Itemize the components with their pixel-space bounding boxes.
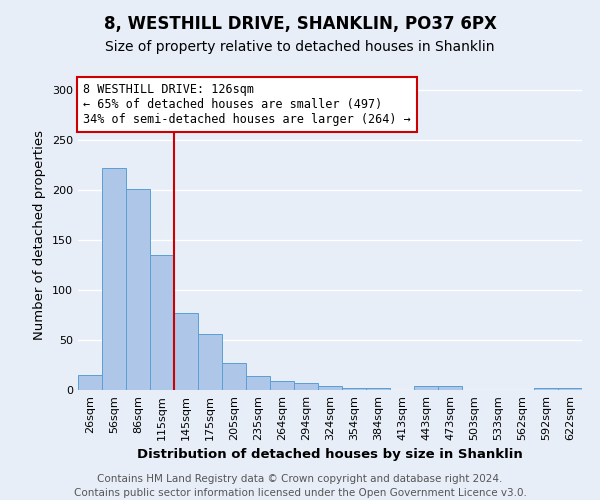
- Text: 8 WESTHILL DRIVE: 126sqm
← 65% of detached houses are smaller (497)
34% of semi-: 8 WESTHILL DRIVE: 126sqm ← 65% of detach…: [83, 83, 411, 126]
- Bar: [558, 388, 582, 390]
- Bar: [102, 168, 126, 390]
- Bar: [126, 189, 150, 390]
- Text: 8, WESTHILL DRIVE, SHANKLIN, PO37 6PX: 8, WESTHILL DRIVE, SHANKLIN, PO37 6PX: [104, 15, 496, 33]
- Bar: [414, 386, 438, 390]
- Y-axis label: Number of detached properties: Number of detached properties: [34, 130, 46, 340]
- Bar: [198, 334, 222, 390]
- Bar: [222, 363, 246, 390]
- Bar: [318, 386, 342, 390]
- Bar: [438, 386, 462, 390]
- Bar: [294, 383, 318, 390]
- Text: Size of property relative to detached houses in Shanklin: Size of property relative to detached ho…: [105, 40, 495, 54]
- Bar: [342, 388, 366, 390]
- Bar: [246, 376, 270, 390]
- Bar: [78, 375, 102, 390]
- Bar: [534, 388, 558, 390]
- Text: Contains HM Land Registry data © Crown copyright and database right 2024.
Contai: Contains HM Land Registry data © Crown c…: [74, 474, 526, 498]
- Bar: [174, 313, 198, 390]
- Bar: [150, 255, 174, 390]
- X-axis label: Distribution of detached houses by size in Shanklin: Distribution of detached houses by size …: [137, 448, 523, 462]
- Bar: [366, 388, 390, 390]
- Bar: [270, 381, 294, 390]
